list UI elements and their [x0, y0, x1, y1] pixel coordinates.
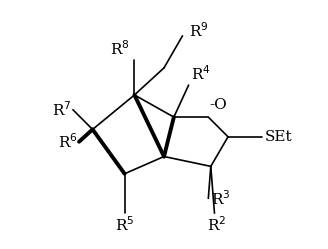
- Text: R$^4$: R$^4$: [191, 64, 211, 83]
- Text: R$^8$: R$^8$: [110, 39, 130, 58]
- Text: R$^9$: R$^9$: [189, 22, 208, 40]
- Text: R$^6$: R$^6$: [58, 132, 78, 151]
- Text: -O: -O: [210, 98, 227, 112]
- Text: R$^7$: R$^7$: [52, 100, 72, 119]
- Text: SEt: SEt: [265, 130, 293, 144]
- Text: R$^2$: R$^2$: [207, 216, 227, 234]
- Text: R$^3$: R$^3$: [211, 189, 230, 208]
- Text: R$^5$: R$^5$: [115, 216, 134, 234]
